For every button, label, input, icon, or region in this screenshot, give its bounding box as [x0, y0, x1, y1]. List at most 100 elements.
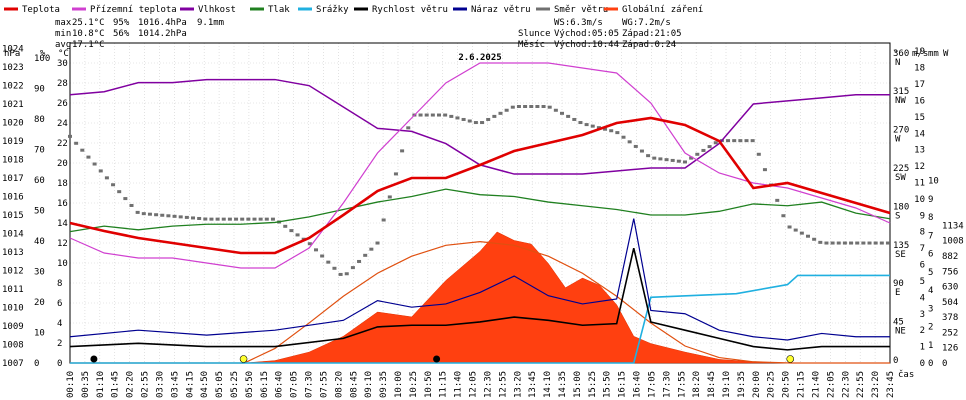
wind-dir-point [117, 190, 122, 194]
legend-label: Tlak [268, 5, 290, 15]
wind-dir-point [879, 241, 884, 245]
x-tick-label: 01:10 [96, 371, 106, 398]
x-tick-label: 01:45 [111, 371, 121, 398]
stat-min-label: min [55, 29, 71, 39]
tick-wind: 12 [914, 162, 925, 172]
tick-hpa: 1014 [2, 230, 24, 240]
wind-dir-point [621, 135, 626, 139]
wind-dir-point [590, 124, 595, 128]
moon-set-marker [90, 355, 98, 363]
x-tick-label: 15:25 [588, 371, 598, 398]
tick-hpa: 1012 [2, 267, 24, 277]
wind-dir-point [424, 113, 429, 117]
wind-dir-point [560, 111, 564, 115]
x-tick-label: 04:15 [185, 371, 195, 398]
series-radiation-area [70, 231, 890, 364]
grid [69, 43, 891, 364]
wind-dir-point [701, 148, 706, 152]
wind-dir-point [80, 148, 85, 152]
tick-wind: 18 [914, 64, 925, 74]
x-tick-label: 20:25 [767, 371, 777, 398]
tick-temp: 12 [57, 239, 68, 249]
wind-dir-point [633, 144, 638, 148]
tick-humidity: 60 [34, 176, 45, 186]
x-tick-label: 07:05 [290, 371, 300, 398]
x-tick-label: 03:30 [155, 371, 165, 398]
x-tick-label: 12:55 [498, 371, 508, 398]
axis-label-wind: m/s [912, 49, 928, 59]
tick-wind: 15 [914, 113, 925, 123]
tick-wind-dir: 45 [893, 318, 904, 328]
tick-hpa: 1021 [2, 100, 24, 110]
wind-dir-point [289, 229, 294, 233]
x-tick-label: 13:45 [528, 371, 538, 398]
axis-label-temp: °C [58, 49, 69, 59]
tick-wind: 5 [920, 277, 925, 287]
wind-dir-point [191, 216, 195, 220]
wind-dir-point [670, 158, 675, 162]
wind-dir-point [566, 114, 571, 118]
tick-rain: 0 [928, 359, 933, 369]
wind-dir-point [750, 139, 755, 143]
wind-dir-point [326, 260, 331, 264]
time-axis-label: čas [898, 369, 914, 380]
wind-dir-point [307, 242, 312, 246]
x-tick-label: 03:45 [170, 371, 180, 398]
x-tick-label: 00:35 [81, 371, 91, 398]
series-radiation-theoretical [70, 241, 890, 364]
x-tick-label: 07:55 [319, 371, 329, 398]
wind-dir-point [314, 248, 318, 252]
wind-dir-point [111, 183, 116, 187]
tick-wind: 4 [920, 293, 925, 303]
tick-temp: 6 [57, 299, 62, 309]
x-tick-label: 21:40 [811, 371, 821, 398]
wind-dir-point [535, 105, 540, 108]
wind-dir-point [197, 216, 202, 220]
tick-wind-dir-name: SW [895, 173, 906, 183]
wind-dir-point [818, 240, 823, 244]
stat-avg-label: avg [55, 40, 71, 50]
tick-humidity: 80 [34, 115, 45, 125]
tick-temp: 4 [57, 319, 62, 329]
tick-rain: 5 [928, 268, 933, 278]
x-tick-label: 22:55 [856, 371, 866, 398]
wind-dir-point [676, 159, 681, 163]
wind-dir-point [683, 160, 687, 164]
x-tick-label: 09:35 [379, 371, 389, 398]
wind-dir-point [781, 214, 786, 218]
tick-wind: 9 [920, 211, 925, 221]
x-tick-label: 15:50 [603, 371, 613, 398]
moon-label: Měsíc [518, 40, 545, 50]
tick-rain: 7 [928, 231, 933, 241]
wind-dir-point [443, 113, 448, 117]
wind-dir-point [467, 119, 472, 123]
legend-label: Rychlost větru [372, 5, 448, 15]
wind-dir-point [553, 108, 558, 112]
tick-radiation: 630 [942, 283, 958, 293]
wind-dir-point [215, 217, 220, 221]
axis-label-radiation: W [943, 49, 949, 59]
tick-radiation: 126 [942, 344, 958, 354]
x-tick-label: 18:45 [707, 371, 717, 398]
wind-dir-point [726, 139, 731, 143]
tick-temp: 2 [57, 339, 62, 349]
tick-humidity: 90 [34, 85, 45, 95]
axis-label-wind-dir: ° [893, 49, 898, 59]
x-tick-label: 20:00 [752, 371, 762, 398]
tick-hpa: 1009 [2, 322, 24, 332]
series-wind-speed [69, 247, 890, 351]
tick-wind: 8 [920, 228, 925, 238]
x-tick-label: 00:10 [66, 371, 76, 398]
tick-hpa: 1015 [2, 211, 24, 221]
wind-dir-point [147, 212, 152, 216]
wind-dir-point [523, 105, 528, 108]
wind-dir-point [855, 241, 860, 245]
legend-label: Globální záření [622, 5, 703, 15]
tick-wind: 1 [920, 343, 925, 353]
tick-hpa: 1018 [2, 156, 24, 166]
wind-dir-point [756, 152, 761, 156]
tick-rain: 9 [928, 195, 933, 205]
wind-dir-point [418, 113, 423, 117]
tick-temp: 0 [57, 359, 62, 369]
